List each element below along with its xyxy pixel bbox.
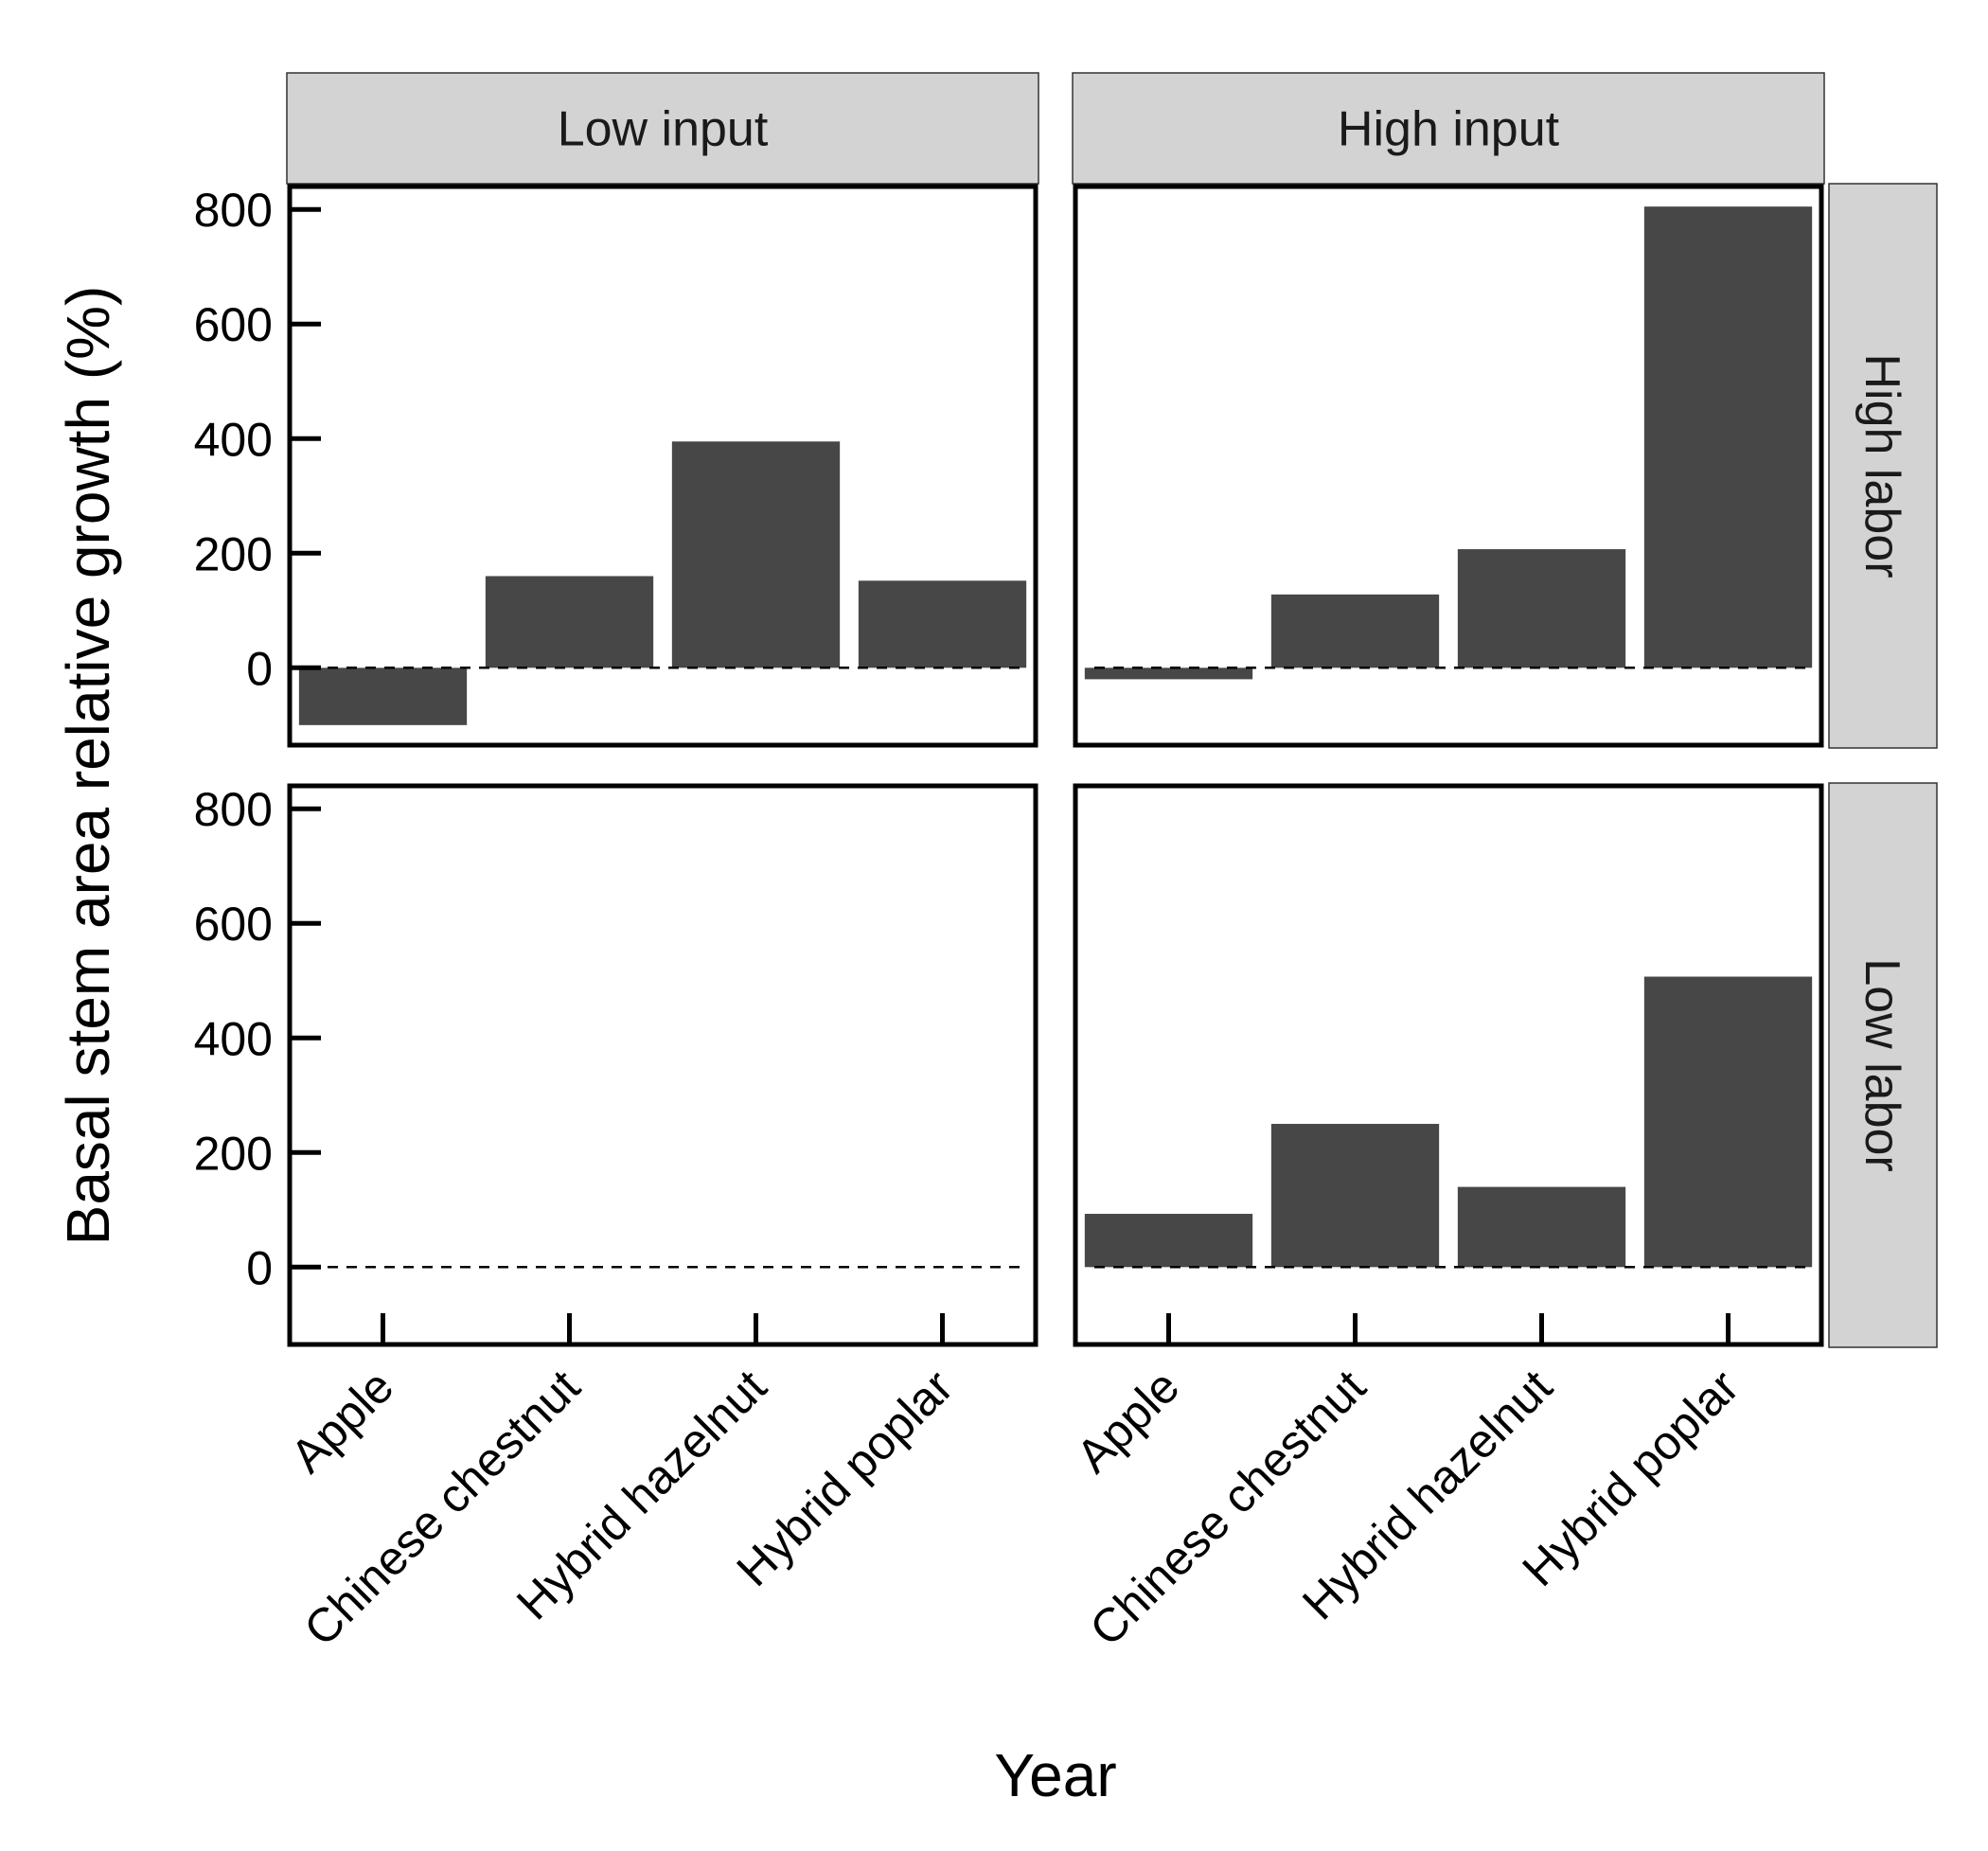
column-facet-strips: Low input High input: [286, 72, 1825, 185]
bar-apple: [298, 667, 468, 725]
y-tick-label: 600: [194, 298, 273, 351]
bar-apple: [1084, 1214, 1253, 1268]
facet-strip-label-high-labor: High labor: [1855, 353, 1909, 578]
y-axis-title: Basal stem area relative growth (%): [54, 286, 122, 1246]
facet-strip-high-labor: [1828, 183, 1938, 749]
panel-high-labor-high-input: [1073, 184, 1824, 748]
bar-hybrid-poplar: [858, 580, 1027, 668]
facet-strip-label-low-labor: Low labor: [1855, 958, 1909, 1171]
y-tick-label: 200: [194, 1127, 273, 1180]
facet-strip-label-high-input: High input: [1338, 102, 1560, 157]
x-axis-title: Year: [994, 1741, 1116, 1809]
x-tick-label-apple: Apple: [1066, 1360, 1189, 1483]
y-tick-label: 600: [194, 898, 273, 951]
facet-strip-low-labor: [1828, 782, 1938, 1348]
bar-hybrid-poplar: [1643, 976, 1813, 1268]
bar-chinese-chestnut: [1270, 594, 1440, 668]
bar-hybrid-hazelnut: [671, 441, 841, 668]
y-tick-label: 400: [194, 1012, 273, 1065]
y-axes: 0 200 400 600 800 0 200 400 600 800: [194, 184, 321, 1294]
bar-chinese-chestnut: [485, 576, 654, 668]
facet-strip-label-low-input: Low input: [558, 102, 769, 157]
y-tick-label: 200: [194, 527, 273, 580]
panel-border: [287, 184, 1038, 748]
panel-border: [287, 783, 1038, 1347]
panel-low-labor-low-input: [287, 783, 1038, 1347]
facet-panels: [287, 184, 1824, 1347]
panel-border: [1073, 783, 1824, 1347]
bar-apple: [1084, 667, 1253, 680]
bar-hybrid-poplar: [1643, 206, 1813, 668]
y-tick-label: 0: [246, 642, 273, 695]
y-tick-label: 800: [194, 184, 273, 237]
y-tick-label: 0: [246, 1241, 273, 1294]
facet-strip-low-input: [286, 72, 1039, 185]
bar-hybrid-hazelnut: [1457, 549, 1626, 668]
bar-chinese-chestnut: [1270, 1124, 1440, 1268]
panel-low-labor-high-input: [1073, 783, 1824, 1347]
bar-hybrid-hazelnut: [1457, 1186, 1626, 1268]
x-tick-label-apple: Apple: [280, 1360, 403, 1483]
panel-border: [1073, 184, 1824, 748]
y-tick-label: 400: [194, 413, 273, 466]
facet-strip-high-input: [1072, 72, 1825, 185]
y-tick-label: 800: [194, 783, 273, 836]
panel-high-labor-low-input: [287, 184, 1038, 748]
row-facet-strips: High labor Low labor: [1828, 183, 1938, 1348]
